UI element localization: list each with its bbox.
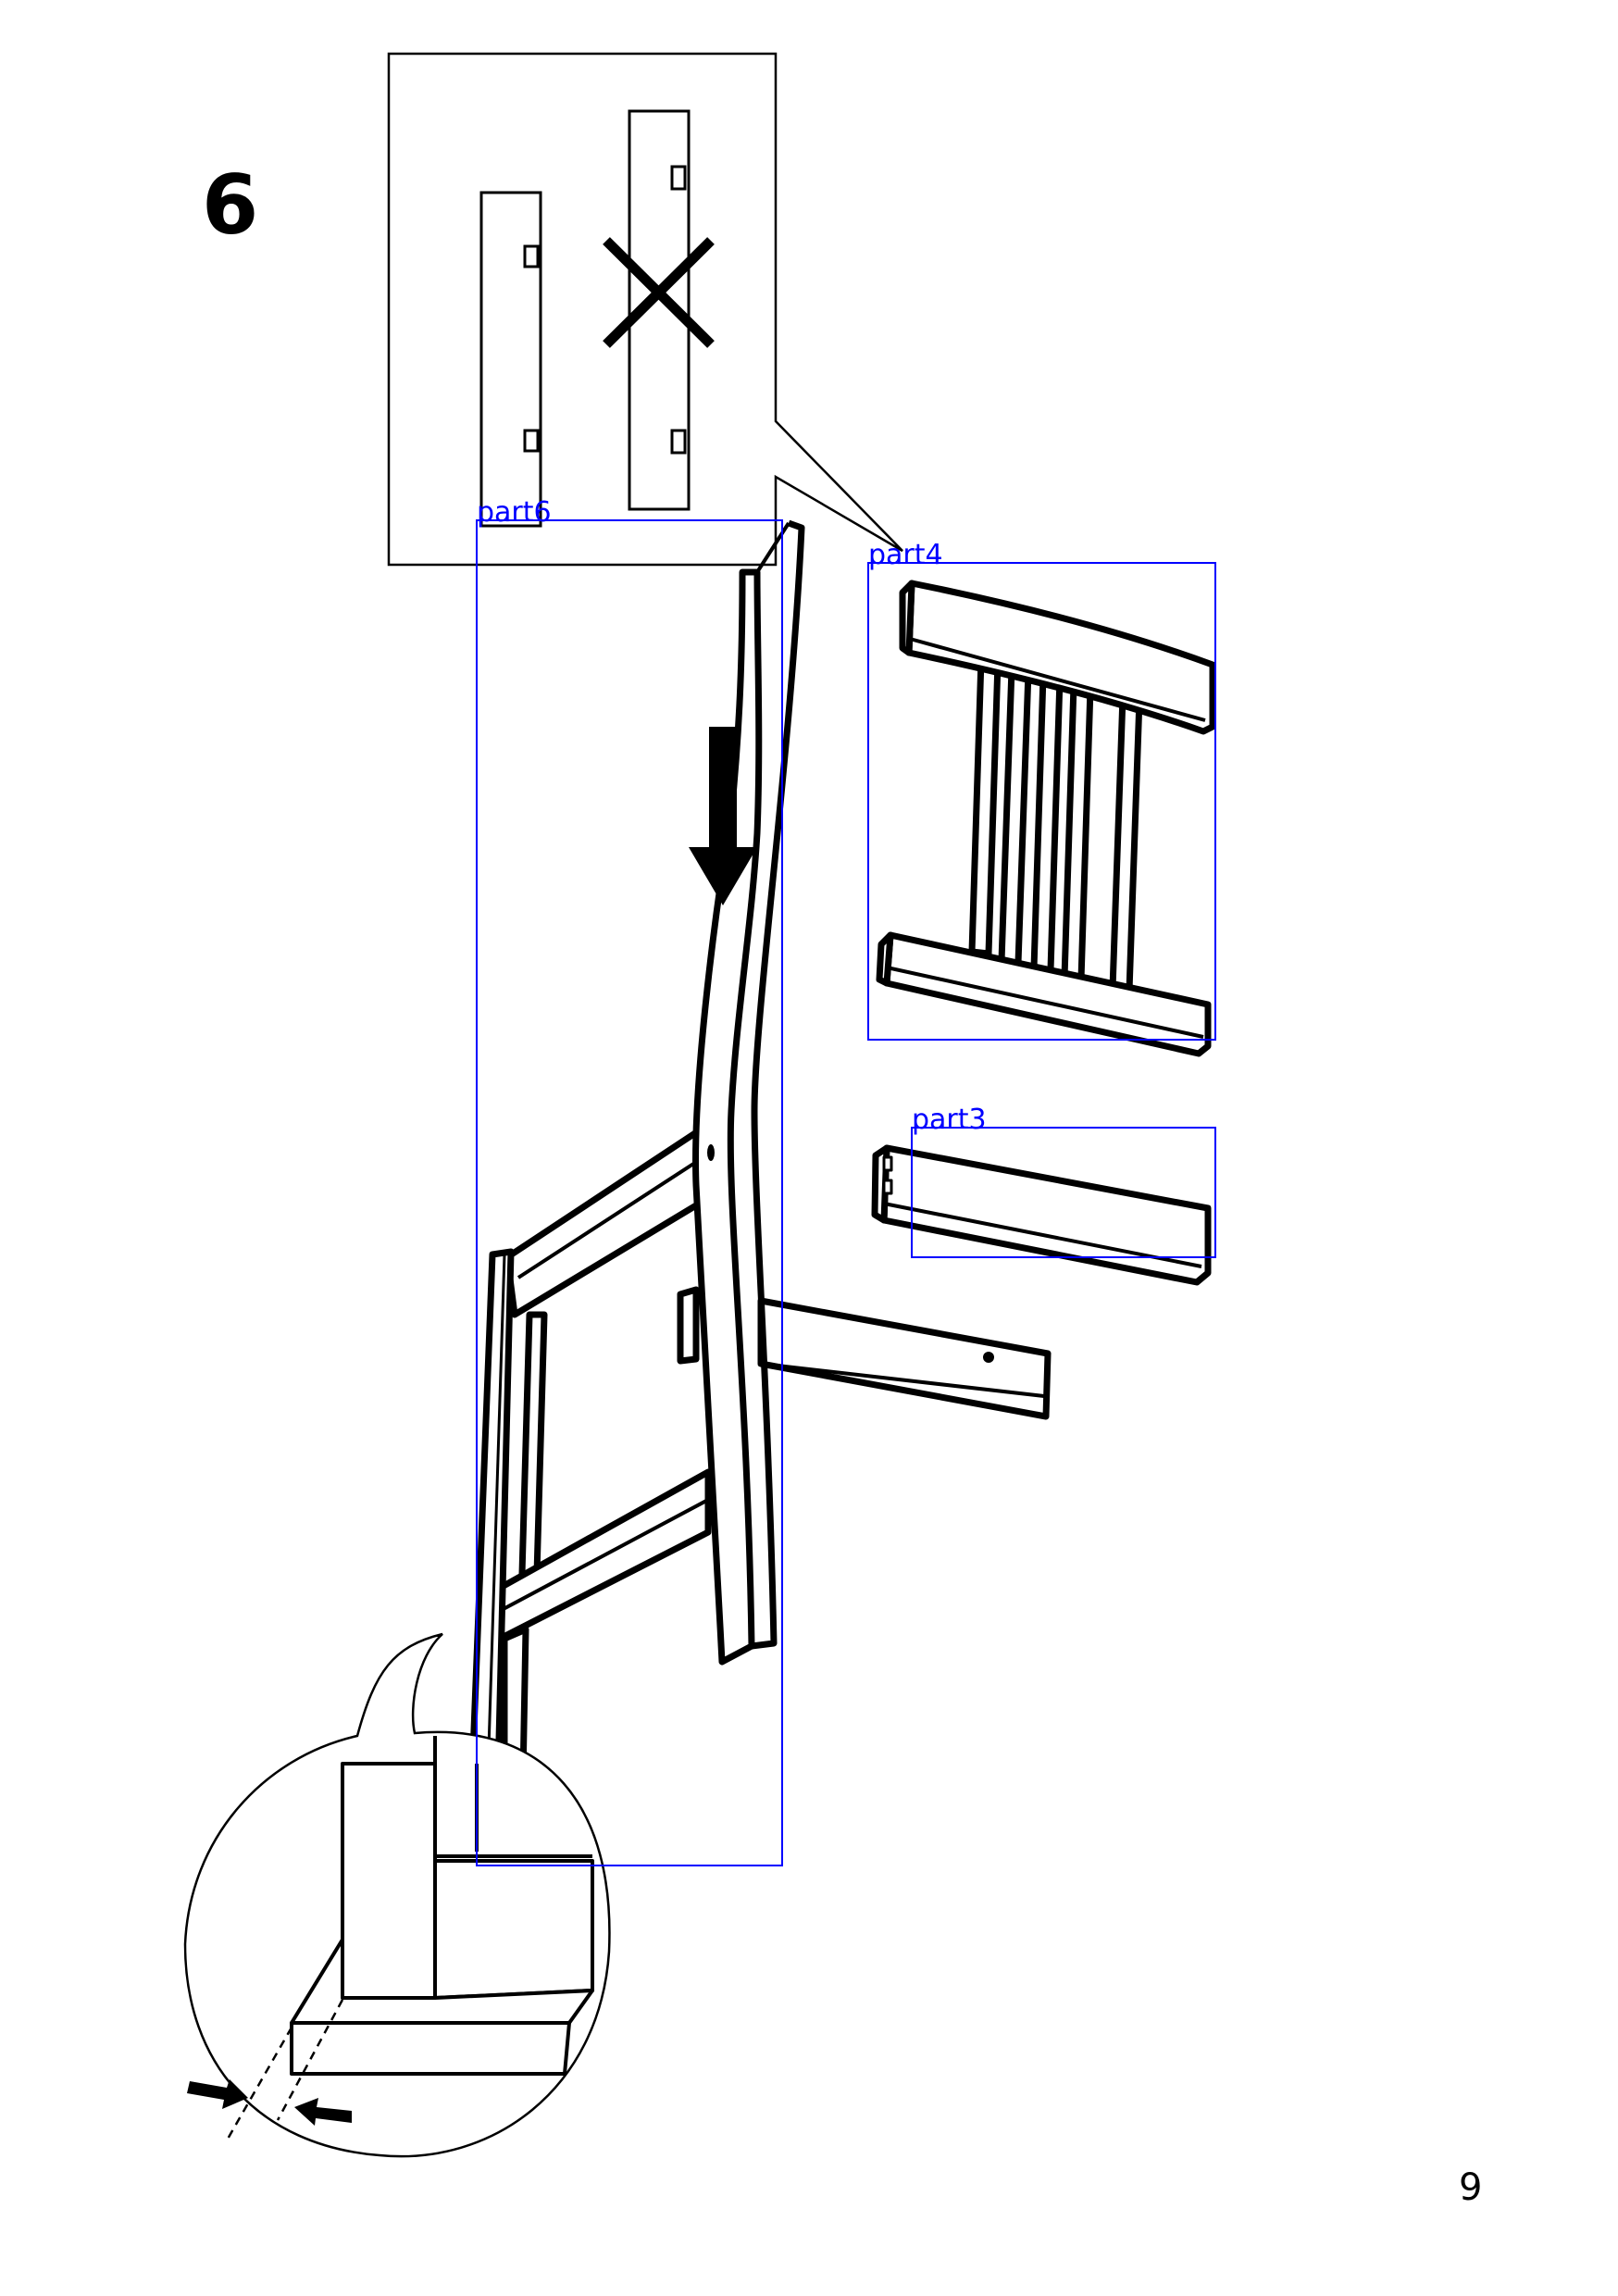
part3-annotation: part3 xyxy=(911,1104,1216,1258)
chair-frame xyxy=(468,519,1052,1781)
detail-magnifier xyxy=(183,1632,611,2158)
down-arrow-icon xyxy=(689,727,757,905)
part6-label: part6 xyxy=(477,496,552,529)
orientation-inset xyxy=(387,52,903,567)
cross-mark-icon xyxy=(603,237,715,348)
rail-end-tenon xyxy=(677,1286,700,1365)
part-annotations: part6 part4 part3 xyxy=(476,496,1216,1866)
part4-box xyxy=(867,562,1216,1041)
inner-vertical-rail xyxy=(518,1311,548,1578)
part6-box xyxy=(476,519,783,1866)
detail-joint xyxy=(290,1736,594,2076)
part3-box xyxy=(911,1127,1216,1258)
correct-leg-view xyxy=(479,191,542,528)
guide-line-right xyxy=(276,1999,344,2121)
step-number: 6 xyxy=(202,157,259,253)
page-number: 9 xyxy=(1459,2166,1483,2209)
part4-label: part4 xyxy=(868,539,943,571)
inward-arrows-icon xyxy=(187,2079,352,2126)
backrest-part xyxy=(876,580,1216,1057)
guide-line-left xyxy=(225,2027,293,2141)
part6-annotation: part6 xyxy=(476,496,783,1866)
seat-rail-part xyxy=(871,1144,1212,1286)
backrest-top-rail xyxy=(905,580,1216,735)
lower-side-rail xyxy=(757,1297,1052,1420)
part4-annotation: part4 xyxy=(867,539,1216,1041)
part3-label: part3 xyxy=(912,1104,987,1136)
